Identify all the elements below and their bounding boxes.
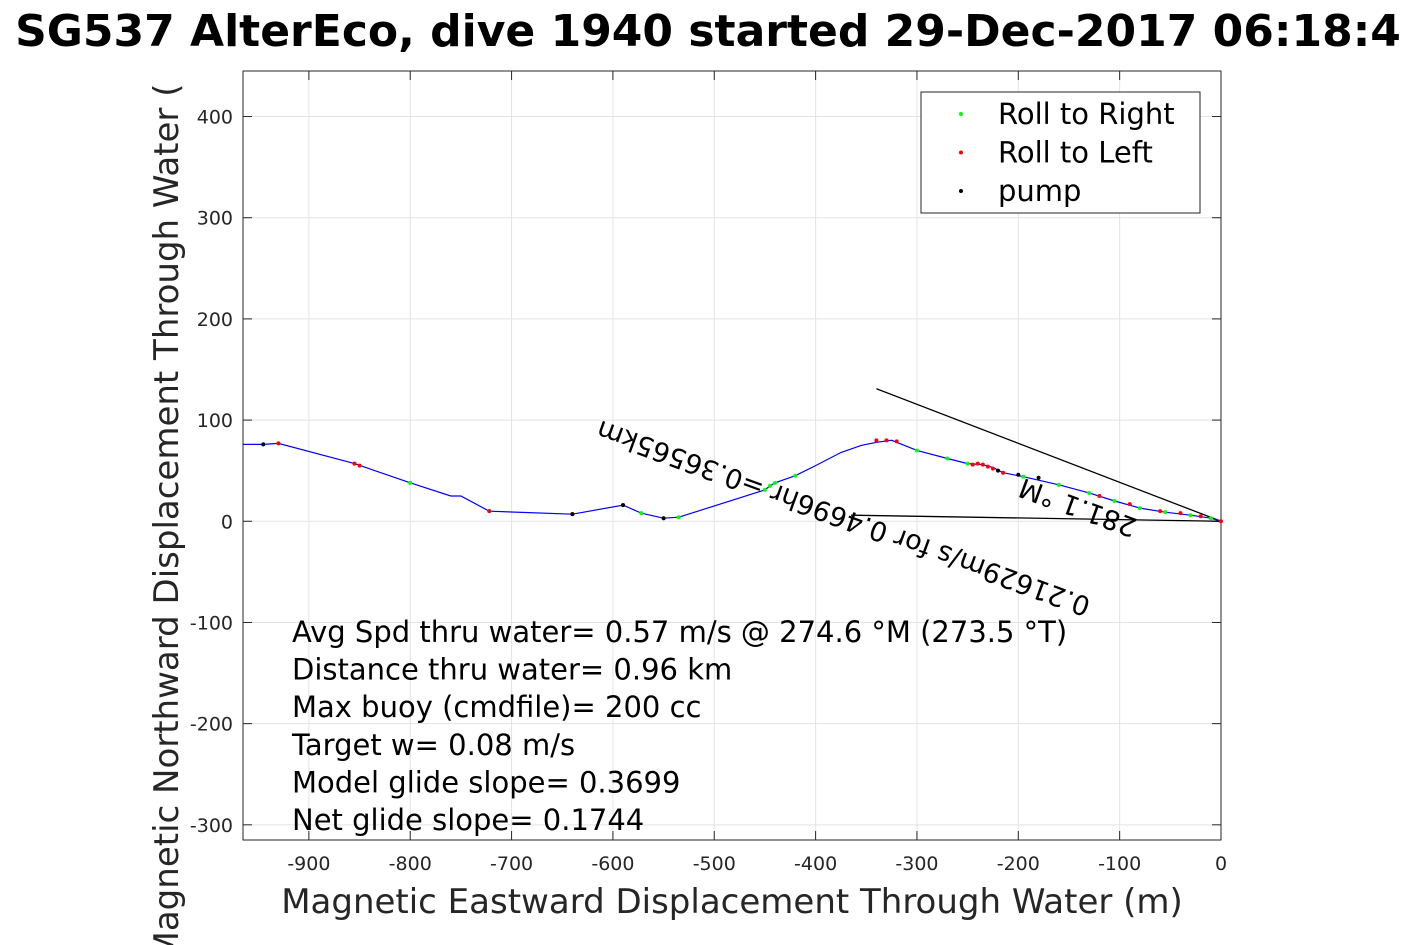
pump-point bbox=[570, 512, 575, 517]
roll-right-point bbox=[965, 461, 970, 466]
pump-point bbox=[1036, 475, 1041, 480]
roll-right-point bbox=[793, 473, 798, 478]
glide-reference-line bbox=[876, 388, 1222, 522]
roll-left-point bbox=[894, 439, 899, 444]
series bbox=[243, 388, 1223, 524]
slope-label: 281.1 °M bbox=[1015, 471, 1141, 542]
roll-left-point bbox=[1198, 514, 1203, 519]
roll-right-point bbox=[762, 487, 767, 492]
roll-right-point bbox=[1188, 513, 1193, 518]
x-tick-label: -400 bbox=[794, 853, 837, 875]
y-tick-label: 400 bbox=[197, 107, 233, 129]
roll-left-point bbox=[990, 466, 995, 471]
roll-right-point bbox=[914, 448, 919, 453]
roll-left-point bbox=[985, 464, 990, 469]
roll-right-point bbox=[1087, 490, 1092, 495]
legend-box bbox=[920, 91, 1201, 214]
annotations: Avg Spd thru water= 0.57 m/s @ 274.6 °M … bbox=[291, 615, 1067, 837]
roll-left-point bbox=[975, 461, 980, 466]
annotation-line: Target w= 0.08 m/s bbox=[291, 728, 575, 762]
roll-right-point bbox=[768, 483, 773, 488]
x-tick-label: -100 bbox=[1098, 853, 1141, 875]
roll-right-point bbox=[773, 480, 778, 485]
roll-left-point bbox=[357, 463, 362, 468]
chart-title: SG537 AlterEco, dive 1940 started 29-Dec… bbox=[15, 6, 1401, 57]
x-tick-label: 0 bbox=[1215, 853, 1227, 875]
y-tick-label: -100 bbox=[190, 612, 233, 634]
roll-left-point bbox=[970, 462, 975, 467]
roll-left-point bbox=[980, 462, 985, 467]
pump-point bbox=[621, 503, 626, 508]
annotation-line: Max buoy (cmdfile)= 200 cc bbox=[292, 690, 701, 724]
x-tick-label: -900 bbox=[287, 853, 330, 875]
legend-label: pump bbox=[998, 174, 1081, 208]
y-tick-label: -300 bbox=[190, 815, 233, 837]
grid bbox=[243, 71, 1222, 840]
y-tick-label: 100 bbox=[197, 410, 233, 432]
roll-left-point bbox=[1001, 470, 1006, 475]
legend-marker bbox=[959, 189, 963, 193]
glide-reference-line bbox=[851, 514, 1222, 522]
roll-right-point bbox=[1208, 516, 1213, 521]
roll-left-point bbox=[1158, 509, 1163, 514]
roll-left-point bbox=[1178, 511, 1183, 516]
annotation-line: Net glide slope= 0.1744 bbox=[292, 803, 644, 837]
y-axis-title: Magnetic Northward Displacement Through … bbox=[147, 84, 187, 945]
roll-right-point bbox=[1021, 474, 1026, 479]
legend-label: Roll to Left bbox=[998, 136, 1153, 170]
y-tick-label: 0 bbox=[221, 511, 233, 533]
annotation-line: Distance thru water= 0.96 km bbox=[292, 653, 732, 687]
roll-right-point bbox=[408, 480, 413, 485]
x-tick-label: -500 bbox=[693, 853, 736, 875]
roll-right-point bbox=[1163, 510, 1168, 515]
roll-left-point bbox=[884, 438, 889, 443]
x-tick-label: -200 bbox=[997, 853, 1040, 875]
roll-left-point bbox=[276, 441, 281, 446]
y-tick-label: 200 bbox=[197, 309, 233, 331]
roll-right-point bbox=[1137, 506, 1142, 511]
roll-right-point bbox=[676, 515, 681, 520]
roll-right-point bbox=[1112, 499, 1117, 504]
roll-left-point bbox=[352, 461, 357, 466]
legend-marker bbox=[959, 150, 963, 155]
x-tick-label: -600 bbox=[591, 853, 634, 875]
roll-left-point bbox=[487, 509, 492, 514]
roll-right-point bbox=[639, 511, 644, 516]
pump-point bbox=[996, 468, 1001, 473]
pump-point bbox=[661, 516, 666, 521]
x-tick-label: -300 bbox=[895, 853, 938, 875]
y-tick-label: 300 bbox=[197, 208, 233, 230]
y-tick-label: -200 bbox=[190, 714, 233, 736]
annotation-line: Model glide slope= 0.3699 bbox=[292, 765, 680, 799]
legend: Roll to Right Roll to Left pump bbox=[920, 91, 1201, 214]
pump-point bbox=[261, 442, 266, 447]
x-axis-title: Magnetic Eastward Displacement Through W… bbox=[281, 882, 1183, 922]
roll-left-point bbox=[1127, 502, 1132, 507]
roll-right-point bbox=[1056, 482, 1061, 487]
roll-left-point bbox=[1219, 519, 1223, 524]
legend-marker bbox=[959, 112, 963, 116]
x-tick-label: -800 bbox=[389, 853, 432, 875]
roll-left-point bbox=[1097, 493, 1102, 498]
roll-left-point bbox=[874, 438, 879, 443]
axis-ticks: -900 -800 -700 -600 -500 -400 -300 -200 -100 0 -30… bbox=[190, 71, 1227, 875]
x-tick-label: -700 bbox=[490, 853, 533, 875]
roll-right-point bbox=[945, 456, 950, 461]
pump-point bbox=[1016, 472, 1021, 477]
legend-label: Roll to Right bbox=[998, 97, 1175, 131]
plot-area bbox=[242, 70, 1222, 841]
annotation-line: Avg Spd thru water= 0.57 m/s @ 274.6 °M … bbox=[292, 615, 1067, 649]
